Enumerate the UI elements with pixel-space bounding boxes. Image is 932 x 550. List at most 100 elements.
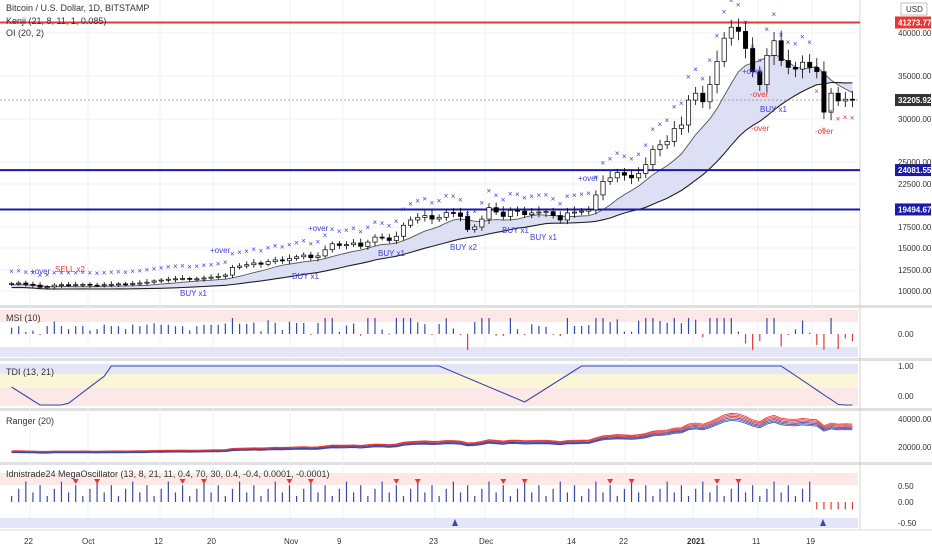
kenji-marker: × [287, 240, 292, 249]
mega-bar [39, 485, 41, 502]
currency-badge[interactable] [900, 2, 928, 16]
candle-body [621, 172, 627, 176]
candle-body [372, 236, 378, 243]
oi-legend[interactable]: OI (20, 2) [6, 28, 44, 38]
time-tick: Nov [284, 537, 298, 546]
mega-bar [267, 488, 269, 502]
msi-bar [238, 323, 241, 334]
mega-bar [25, 481, 27, 502]
signal-label: +over [30, 267, 51, 276]
candle-body [543, 211, 549, 213]
msi-bar [281, 329, 283, 334]
level-price-label: 19494.67 [898, 205, 932, 214]
kenji-marker: × [487, 187, 492, 196]
msi-bar [695, 319, 697, 334]
mega-bar [353, 492, 355, 502]
mega-bottom-triangle [820, 519, 826, 526]
msi-bar [630, 331, 633, 334]
msi-bar [174, 326, 177, 334]
mega-bar [702, 481, 704, 502]
mega-bar [459, 492, 462, 502]
candle-body [16, 282, 22, 285]
mega-bar [96, 481, 98, 502]
msi-bar [680, 323, 683, 334]
candle-body [693, 92, 699, 101]
kenji-marker: × [622, 152, 627, 161]
kenji-marker: × [130, 267, 135, 276]
mega-bar [851, 502, 854, 510]
tdi-legend[interactable]: TDI (13, 21) [6, 367, 54, 377]
kenji-marker: × [166, 262, 171, 271]
mega-top-triangle [179, 479, 186, 484]
price-tick: 25000.00 [898, 158, 932, 167]
kenji-marker: × [565, 192, 570, 201]
ranger-tick: 20000.00 [898, 443, 932, 452]
candle-body [208, 276, 214, 279]
msi-bar [103, 324, 105, 334]
candle-body [629, 174, 635, 179]
pane-separator [0, 358, 932, 361]
price-tick: 35000.00 [898, 72, 932, 81]
mega-bar [281, 492, 283, 502]
ranger-legend[interactable]: Ranger (20) [6, 416, 54, 426]
mega-legend[interactable]: Idnistrade24 MegaOscillator (13, 8, 21, … [6, 469, 330, 479]
msi-bar [75, 326, 77, 334]
kenji-marker: × [30, 269, 35, 278]
candle-body [536, 211, 542, 214]
currency-label: USD [906, 5, 923, 14]
mega-bar [117, 496, 120, 502]
kenji-marker: × [422, 195, 427, 204]
candle-body [778, 40, 784, 61]
mega-top-triangle [286, 479, 293, 484]
msi-bar [167, 324, 169, 334]
kenji-marker: × [793, 40, 798, 49]
kenji-marker: × [387, 221, 392, 230]
msi-bar [573, 325, 576, 334]
kenji-marker: × [529, 192, 534, 201]
mega-bar [75, 485, 77, 502]
kenji-marker: × [244, 247, 249, 256]
kenji-legend[interactable]: Kenji (21, 8, 11, 1, 0.085) [6, 16, 106, 26]
candle-body [351, 242, 357, 245]
mega-top-triangle [607, 479, 614, 484]
kenji-marker: × [372, 218, 377, 227]
mega-bar [124, 488, 127, 502]
time-axis[interactable]: 22 Oct 12 20 Nov 9 23 Dec 14 22 2021 11 19 [24, 537, 815, 546]
mega-top-triangle [714, 479, 721, 484]
msi-bar [224, 323, 226, 334]
candle-body [258, 262, 264, 265]
msi-bar [25, 331, 27, 334]
msi-legend[interactable]: MSI (10) [6, 313, 41, 323]
level-price-box [895, 203, 931, 216]
mega-bar [246, 492, 248, 502]
level-price-label: 41273.77 [898, 18, 932, 27]
candle-body [301, 254, 307, 258]
mega-bar [602, 492, 604, 502]
candle-body [379, 236, 385, 239]
mega-top-triangle [72, 479, 79, 484]
msi-bar [210, 324, 212, 334]
price-axis[interactable]: 40000.00 35000.00 30000.00 25000.00 22500.00… [898, 29, 932, 528]
mega-bar [837, 502, 839, 510]
kenji-marker: × [850, 114, 855, 123]
signal-label: +over [578, 174, 599, 183]
candle-body [686, 99, 692, 126]
candle-body [308, 254, 314, 259]
kenji-marker: × [201, 261, 206, 270]
mega-bar [630, 481, 633, 502]
level-price-label: 24081.55 [898, 166, 932, 175]
msi-bar [659, 320, 661, 334]
mega-bar [139, 492, 141, 502]
kenji-marker: × [458, 196, 463, 205]
time-tick: 23 [429, 537, 438, 546]
candle-body [180, 278, 186, 280]
msi-bar [623, 331, 626, 334]
kenji-marker: × [658, 120, 663, 129]
kenji-marker: × [266, 244, 271, 253]
candle-body [828, 92, 834, 113]
mega-bar [787, 485, 789, 502]
kenji-marker: × [16, 267, 21, 276]
kenji-marker: × [821, 125, 826, 134]
mega-bar [559, 481, 561, 502]
msi-bar [367, 318, 369, 334]
